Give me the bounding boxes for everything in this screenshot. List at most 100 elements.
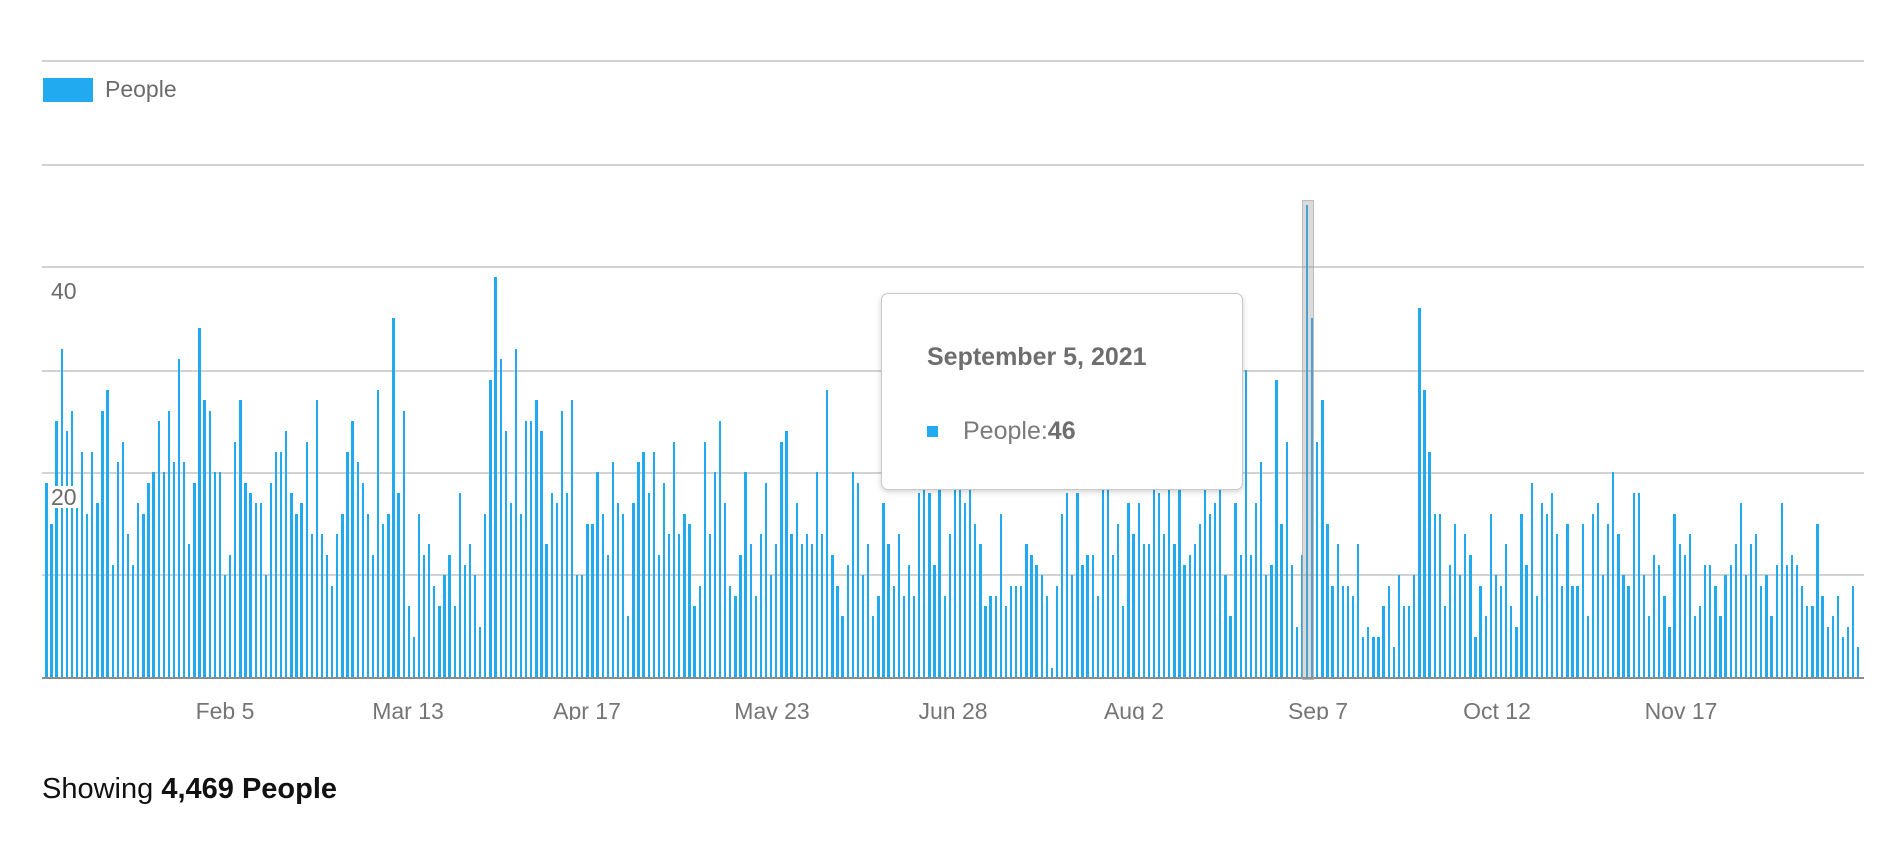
- bar[interactable]: [1535, 595, 1538, 678]
- bar[interactable]: [1117, 523, 1120, 679]
- bar[interactable]: [530, 420, 533, 678]
- bar[interactable]: [193, 482, 196, 678]
- bar[interactable]: [320, 534, 324, 678]
- bar[interactable]: [45, 482, 48, 678]
- bar[interactable]: [1836, 595, 1840, 678]
- bar[interactable]: [1469, 554, 1472, 678]
- bar[interactable]: [1627, 585, 1630, 678]
- bar[interactable]: [1545, 513, 1549, 678]
- bar[interactable]: [1326, 523, 1329, 679]
- bar[interactable]: [1081, 564, 1084, 678]
- bar[interactable]: [50, 523, 53, 679]
- bar[interactable]: [560, 410, 564, 678]
- bar[interactable]: [504, 431, 507, 678]
- bar[interactable]: [269, 482, 273, 678]
- bar[interactable]: [1443, 606, 1447, 678]
- bar[interactable]: [565, 492, 569, 678]
- bar[interactable]: [805, 534, 809, 678]
- bar[interactable]: [203, 400, 206, 678]
- bar[interactable]: [918, 492, 921, 678]
- bar[interactable]: [1331, 585, 1334, 678]
- bar[interactable]: [259, 503, 262, 678]
- bar[interactable]: [1020, 585, 1023, 678]
- bar[interactable]: [1719, 616, 1722, 678]
- bar[interactable]: [1275, 379, 1278, 678]
- bar[interactable]: [1377, 636, 1380, 678]
- bar[interactable]: [392, 318, 395, 678]
- bar[interactable]: [703, 441, 706, 678]
- bar[interactable]: [1566, 523, 1569, 679]
- bar[interactable]: [800, 544, 803, 678]
- bar[interactable]: [254, 503, 257, 678]
- bar[interactable]: [1744, 575, 1748, 678]
- bar[interactable]: [91, 451, 94, 678]
- bar[interactable]: [907, 564, 911, 678]
- bar[interactable]: [999, 513, 1002, 678]
- bar[interactable]: [866, 544, 870, 678]
- bar[interactable]: [525, 420, 528, 678]
- bar[interactable]: [1811, 606, 1814, 678]
- bar[interactable]: [1693, 616, 1697, 678]
- bar[interactable]: [453, 606, 456, 678]
- bar[interactable]: [1219, 431, 1222, 678]
- bar[interactable]: [280, 451, 283, 678]
- bar[interactable]: [137, 503, 140, 678]
- bar[interactable]: [402, 410, 405, 678]
- bar[interactable]: [739, 554, 742, 678]
- bar[interactable]: [244, 482, 247, 678]
- bar[interactable]: [1413, 575, 1416, 678]
- bar[interactable]: [223, 575, 227, 678]
- bar[interactable]: [872, 616, 875, 678]
- bar[interactable]: [974, 523, 977, 679]
- bar[interactable]: [877, 595, 880, 678]
- bar[interactable]: [1321, 400, 1324, 678]
- bar[interactable]: [1724, 575, 1727, 678]
- bar[interactable]: [1346, 585, 1350, 678]
- bar[interactable]: [601, 513, 604, 678]
- bar[interactable]: [142, 513, 145, 678]
- bar[interactable]: [1790, 554, 1794, 678]
- bar[interactable]: [1510, 606, 1513, 678]
- bar[interactable]: [1550, 492, 1554, 678]
- bar[interactable]: [928, 492, 931, 678]
- bar[interactable]: [1341, 585, 1344, 678]
- bar[interactable]: [1392, 647, 1396, 678]
- bar[interactable]: [1816, 523, 1819, 679]
- bar[interactable]: [698, 585, 701, 678]
- bar[interactable]: [382, 523, 385, 679]
- bar[interactable]: [1489, 513, 1492, 678]
- bar[interactable]: [596, 472, 599, 678]
- bar[interactable]: [1030, 554, 1033, 678]
- bar[interactable]: [810, 544, 814, 678]
- bar[interactable]: [126, 534, 130, 678]
- bar[interactable]: [1658, 564, 1661, 678]
- bar[interactable]: [1632, 492, 1635, 678]
- bar[interactable]: [1004, 606, 1008, 678]
- bar[interactable]: [591, 523, 594, 679]
- bar[interactable]: [1801, 585, 1804, 678]
- bar[interactable]: [969, 441, 972, 678]
- bars-container[interactable]: [0, 0, 1898, 680]
- bar[interactable]: [290, 492, 293, 678]
- bar[interactable]: [448, 554, 451, 678]
- bar[interactable]: [1494, 575, 1498, 678]
- bar[interactable]: [1096, 595, 1099, 678]
- bar[interactable]: [1127, 503, 1130, 678]
- bar[interactable]: [1239, 554, 1242, 678]
- bar[interactable]: [923, 472, 926, 678]
- bar[interactable]: [351, 420, 354, 678]
- bar[interactable]: [433, 585, 436, 678]
- bar[interactable]: [1504, 544, 1508, 678]
- bar[interactable]: [892, 585, 895, 678]
- bar[interactable]: [902, 595, 906, 678]
- bar[interactable]: [1785, 564, 1789, 678]
- bar[interactable]: [688, 523, 691, 679]
- bar[interactable]: [1540, 503, 1544, 678]
- bar[interactable]: [693, 606, 696, 678]
- bar[interactable]: [1663, 595, 1666, 678]
- bar[interactable]: [1106, 472, 1110, 678]
- bar[interactable]: [1234, 503, 1237, 678]
- bar[interactable]: [841, 616, 844, 678]
- bar[interactable]: [652, 451, 655, 678]
- bar[interactable]: [1387, 585, 1390, 678]
